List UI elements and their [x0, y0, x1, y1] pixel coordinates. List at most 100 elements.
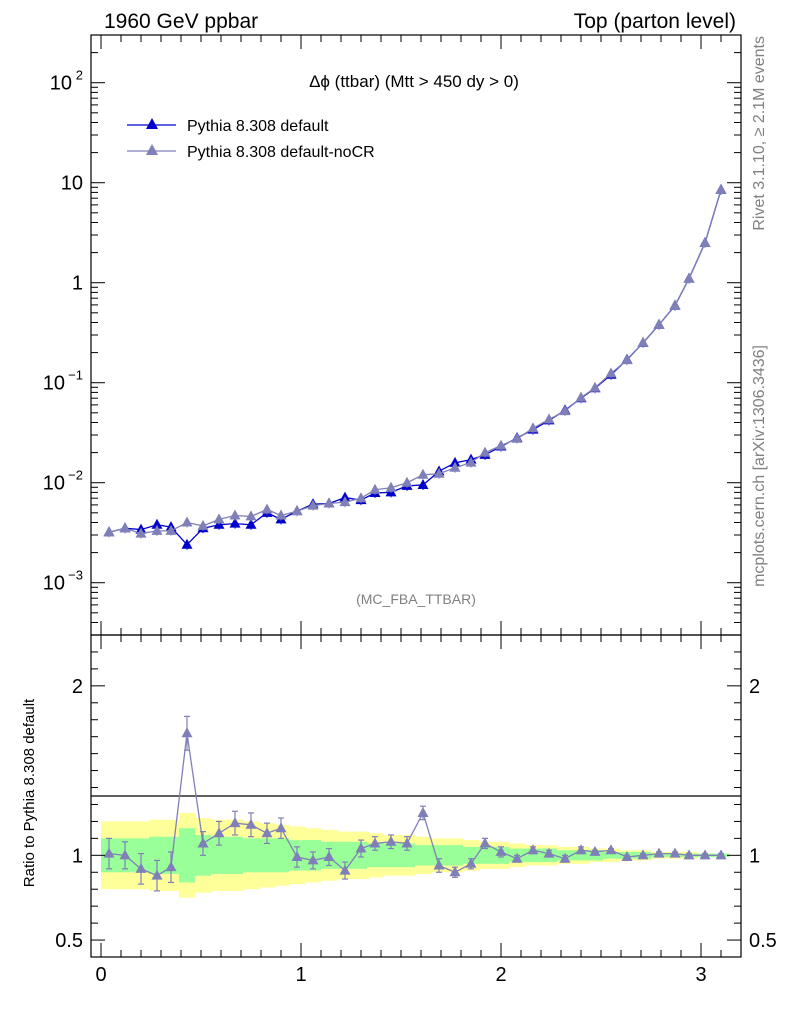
- ratio-series-group: [103, 715, 727, 892]
- watermark: (MC_FBA_TTBAR): [356, 591, 476, 607]
- x-tick-label: 3: [695, 964, 706, 986]
- ratio-point: [465, 857, 477, 868]
- data-point: [543, 413, 555, 424]
- data-point: [119, 522, 131, 533]
- ratio-point: [245, 818, 257, 829]
- ratio-point: [543, 847, 555, 858]
- y-tick-label: 10: [43, 473, 65, 495]
- data-point: [669, 299, 681, 310]
- ratio-point: [589, 845, 601, 856]
- x-tick-label: 2: [495, 964, 506, 986]
- ratio-line-0: [108, 733, 721, 877]
- data-point: [135, 527, 147, 538]
- data-point: [229, 509, 241, 520]
- legend: Pythia 8.308 default Pythia 8.308 defaul…: [127, 118, 375, 161]
- data-point: [307, 499, 319, 510]
- data-point: [605, 367, 617, 378]
- ratio-point: [103, 847, 115, 858]
- ratio-point: [291, 851, 303, 862]
- ratio-point: [401, 837, 413, 848]
- ratio-point: [307, 854, 319, 865]
- y-tick-exponent: −1: [68, 368, 83, 383]
- ratio-bands: [101, 812, 730, 898]
- data-point: [683, 272, 695, 283]
- x-tick-label: 0: [95, 964, 106, 986]
- legend-label-nocr: Pythia 8.308 default-noCR: [187, 144, 375, 161]
- legend-marker-nocr: [146, 144, 158, 155]
- ratio-y-tick-label-right: 1: [749, 845, 760, 867]
- ratio-point: [449, 866, 461, 877]
- ratio-y-tick-label: 1: [72, 845, 83, 867]
- ratio-point: [495, 845, 507, 856]
- data-point: [213, 513, 225, 524]
- data-point: [369, 483, 381, 494]
- ratio-point: [417, 806, 429, 817]
- data-point: [245, 510, 257, 521]
- y-tick-exponent: −2: [68, 468, 83, 483]
- ratio-point: [323, 851, 335, 862]
- ratio-point: [261, 827, 273, 838]
- ratio-point: [181, 727, 193, 738]
- ratio-point: [479, 837, 491, 848]
- band-inner: [447, 845, 464, 866]
- ratio-y-tick-label: 0.5: [55, 930, 83, 952]
- rivet-label: Rivet 3.1.10, ≥ 2.1M events: [751, 36, 768, 231]
- ratio-point: [715, 849, 727, 860]
- ratio-point: [229, 817, 241, 828]
- main-series-group: [103, 183, 727, 550]
- plot-title: Δϕ (ttbar) (Mtt > 450 dy > 0): [309, 72, 519, 91]
- mcplots-label: mcplots.cern.ch [arXiv:1306.3436]: [751, 345, 768, 587]
- ratio-y-tick-label: 2: [72, 676, 83, 698]
- data-point: [165, 524, 177, 535]
- ratio-point: [385, 835, 397, 846]
- ratio-point: [669, 847, 681, 858]
- x-tick-label: 1: [295, 964, 306, 986]
- data-point: [465, 456, 477, 467]
- band-inner: [149, 836, 166, 874]
- data-point: [245, 518, 257, 529]
- ratio-point: [339, 864, 351, 875]
- y-tick-label: 10: [43, 573, 65, 595]
- ratio-point: [575, 844, 587, 855]
- data-point: [229, 517, 241, 528]
- band-inner: [603, 851, 620, 859]
- ratio-point: [369, 837, 381, 848]
- band-inner: [367, 843, 384, 868]
- band-inner: [337, 841, 354, 869]
- data-point: [151, 518, 163, 529]
- band-inner: [243, 838, 260, 873]
- series-line-0: [108, 189, 722, 546]
- band-inner: [383, 843, 400, 868]
- ratio-point: [433, 859, 445, 870]
- data-point: [699, 236, 711, 247]
- data-point: [527, 422, 539, 433]
- data-point: [103, 526, 115, 537]
- ratio-point: [213, 827, 225, 838]
- band-inner: [431, 845, 448, 866]
- data-point: [261, 503, 273, 514]
- data-point: [291, 505, 303, 516]
- data-point: [559, 405, 571, 416]
- ratio-point: [119, 849, 131, 860]
- data-point: [339, 496, 351, 507]
- data-point: [715, 183, 727, 194]
- ratio-y-tick-label-right: 2: [749, 676, 760, 698]
- data-point: [323, 497, 335, 508]
- data-point: [575, 391, 587, 402]
- data-point: [417, 478, 429, 489]
- ratio-point: [165, 861, 177, 872]
- data-point: [433, 467, 445, 478]
- ratio-axis-ticks: 2 2 1 1 0.5 0.5 0 1 2 3: [55, 634, 777, 986]
- data-point: [355, 492, 367, 503]
- ratio-point: [683, 849, 695, 860]
- ratio-panel: 2 2 1 1 0.5 0.5 0 1 2 3 Ratio to Pythia 8.308 def…: [21, 634, 777, 986]
- band-inner: [227, 836, 244, 874]
- y-tick-label: 1: [72, 273, 83, 295]
- ratio-point: [355, 842, 367, 853]
- header-left: 1960 GeV ppbar: [104, 10, 258, 33]
- y-tick-label: 10: [50, 73, 72, 95]
- ratio-point: [151, 869, 163, 880]
- ratio-point: [275, 822, 287, 833]
